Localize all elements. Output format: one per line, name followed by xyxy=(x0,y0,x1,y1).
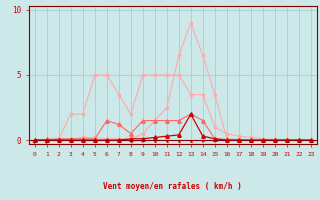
X-axis label: Vent moyen/en rafales ( km/h ): Vent moyen/en rafales ( km/h ) xyxy=(103,182,242,191)
